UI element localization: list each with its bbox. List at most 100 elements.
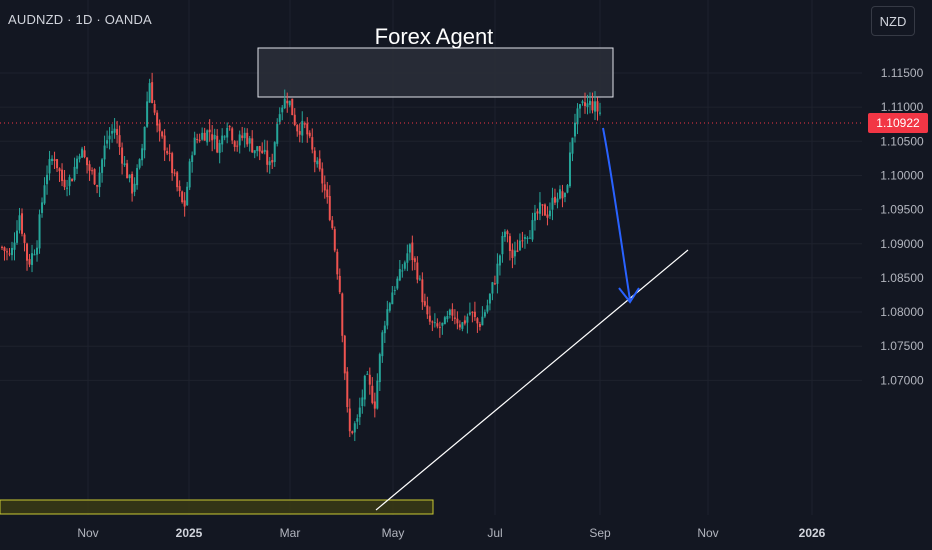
price-tick-label: 1.07000	[880, 373, 924, 387]
candle-body	[501, 236, 504, 255]
candle-body	[393, 290, 396, 292]
candle-body	[568, 152, 571, 187]
candle-body	[241, 135, 244, 138]
candle-body	[23, 234, 26, 243]
candle-body	[561, 191, 564, 199]
candle-body	[473, 311, 476, 318]
candle-body	[156, 112, 159, 126]
candle-body	[443, 317, 446, 325]
candle-body	[556, 198, 559, 203]
candle-body	[28, 259, 31, 265]
time-tick-label: 2026	[799, 526, 826, 540]
candle-body	[536, 211, 539, 214]
candle-body	[351, 431, 354, 434]
candle-body	[411, 242, 414, 261]
candle-body	[86, 157, 89, 166]
candle-body	[511, 249, 514, 258]
down-arrow[interactable]	[602, 127, 631, 301]
candle-body	[323, 184, 326, 191]
candle-body	[398, 269, 401, 281]
candle-body	[183, 200, 186, 207]
candle-body	[483, 312, 486, 317]
candle-body	[571, 137, 574, 154]
candle-body	[8, 253, 11, 255]
candle-body	[171, 153, 174, 174]
candle-body	[521, 240, 524, 242]
candle-body	[148, 83, 151, 103]
candle-body	[358, 407, 361, 418]
price-axis[interactable]: 1.11500 1.11000 1.10500 1.10000 1.09500 1.090…	[880, 66, 924, 387]
candle-body	[496, 263, 499, 284]
candle-body	[428, 315, 431, 322]
candle-body	[186, 186, 189, 206]
candle-body	[236, 145, 239, 147]
candle-body	[176, 172, 179, 188]
candle-body	[1, 246, 3, 248]
price-tick-label: 1.07500	[880, 339, 924, 353]
candle-body	[466, 316, 469, 323]
candle-body	[408, 244, 411, 253]
candle-body	[96, 185, 99, 187]
candle-body	[6, 251, 9, 253]
chart-annotation-title: Forex Agent	[375, 24, 494, 49]
candle-body	[33, 254, 36, 256]
candle-body	[68, 177, 71, 187]
candle-body	[53, 159, 56, 161]
candle-body	[38, 214, 41, 249]
candle-body	[593, 101, 596, 112]
candle-body	[263, 149, 266, 152]
candle-body	[328, 196, 331, 220]
candle-body	[599, 112, 601, 114]
candle-body	[491, 282, 494, 294]
candle-body	[528, 237, 531, 239]
candle-body	[396, 278, 399, 289]
candle-body	[433, 322, 436, 324]
candle-body	[11, 247, 14, 256]
candle-body	[48, 159, 51, 174]
candle-body	[51, 158, 54, 162]
candle-body	[538, 202, 541, 214]
candle-body	[353, 423, 356, 433]
candle-body	[303, 122, 306, 125]
candle-body	[596, 101, 599, 112]
candle-body	[336, 251, 339, 275]
candle-body	[586, 103, 589, 108]
candle-body	[286, 100, 289, 104]
candle-body	[588, 100, 591, 105]
price-tick-label: 1.08000	[880, 305, 924, 319]
candle-body	[288, 100, 291, 106]
candle-body	[16, 230, 19, 243]
candle-body	[498, 255, 501, 266]
time-axis[interactable]: Nov 2025 Mar May Jul Sep Nov 2026	[77, 526, 825, 540]
candle-body	[88, 164, 91, 171]
candle-body	[163, 135, 166, 151]
candle-body	[453, 317, 456, 319]
candle-body	[196, 139, 199, 141]
candle-body	[31, 253, 34, 265]
candle-body	[418, 278, 421, 280]
candle-body	[143, 126, 146, 151]
candle-body	[138, 159, 141, 168]
currency-button[interactable]: NZD	[871, 6, 915, 36]
candle-body	[448, 309, 451, 315]
candle-body	[18, 215, 21, 231]
candle-body	[281, 107, 284, 113]
candle-body	[158, 123, 161, 132]
candle-body	[361, 397, 364, 407]
candle-body	[381, 332, 384, 357]
candle-body	[366, 373, 369, 375]
candle-body	[218, 142, 221, 153]
time-tick-label: 2025	[176, 526, 203, 540]
candle-body	[376, 380, 379, 409]
candle-body	[516, 250, 519, 252]
candle-body	[258, 146, 261, 152]
candle-body	[93, 169, 96, 185]
candle-body	[508, 236, 511, 252]
candle-body	[173, 172, 176, 174]
candle-body	[308, 132, 311, 137]
candle-body	[278, 114, 281, 122]
candle-body	[403, 262, 406, 269]
candle-body	[246, 132, 249, 145]
candle-body	[563, 192, 566, 198]
